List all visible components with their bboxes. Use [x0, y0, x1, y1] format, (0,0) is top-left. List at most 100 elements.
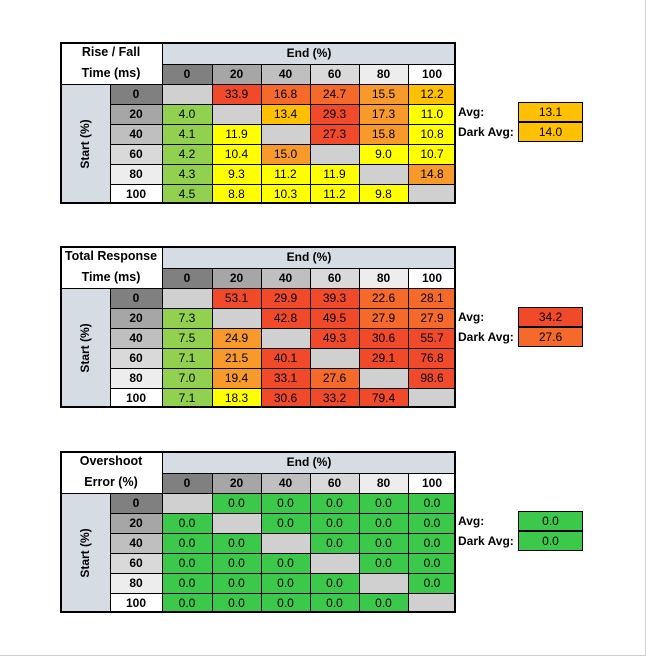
value-cell [310, 368, 359, 388]
value-cell [310, 104, 359, 124]
diagonal-cell [261, 533, 310, 553]
value-cell [408, 493, 456, 513]
value-cell [408, 348, 456, 368]
table-title-line-1: Total Response [65, 249, 157, 263]
cell-value: 7.1 [179, 351, 196, 365]
cell-value: 0.0 [228, 576, 245, 590]
value-cell [359, 288, 408, 308]
row-level-header [110, 164, 162, 184]
dark-avg-label: Dark Avg: [458, 330, 514, 344]
value-cell [359, 328, 408, 348]
row-level-header [110, 573, 162, 593]
value-cell [261, 493, 310, 513]
value-cell [310, 513, 359, 533]
row-group-header-label: Start (%) [78, 323, 92, 372]
cell-value: 29.3 [323, 107, 347, 121]
value-cell [162, 573, 212, 593]
cell-value: 0.0 [277, 496, 294, 510]
value-cell [408, 533, 456, 553]
col-level-label: 20 [230, 67, 244, 81]
col-level-header [408, 64, 456, 84]
table-svg: Overshoot Error (%) End (%) Start (%) 0 20 40 6… [60, 451, 456, 613]
diagonal-cell [310, 553, 359, 573]
row-level-label: 20 [129, 107, 143, 121]
dark-avg-value: 14.0 [539, 125, 563, 139]
cell-value: 49.5 [323, 311, 347, 325]
row-level-label: 20 [129, 311, 143, 325]
cell-value: 0.0 [277, 596, 294, 610]
diagonal-cell [359, 368, 408, 388]
diagonal-cell [408, 593, 456, 613]
row-group-header [60, 493, 110, 613]
value-cell [310, 593, 359, 613]
value-cell [212, 328, 261, 348]
value-cell [310, 288, 359, 308]
value-cell [212, 164, 261, 184]
row-level-label: 40 [129, 331, 143, 345]
value-cell [408, 553, 456, 573]
row-group-header-label: Start (%) [78, 528, 92, 577]
cell-value: 0.0 [228, 596, 245, 610]
value-cell [212, 493, 261, 513]
col-level-header [212, 268, 261, 288]
row-level-label: 0 [133, 87, 140, 101]
col-level-label: 40 [279, 67, 293, 81]
table-title-line-2: Error (%) [84, 475, 137, 489]
value-cell [162, 553, 212, 573]
value-cell [408, 164, 456, 184]
value-cell [310, 573, 359, 593]
value-cell [408, 104, 456, 124]
row-level-header [110, 308, 162, 328]
cell-value: 27.9 [420, 311, 444, 325]
avg-box [518, 102, 583, 122]
cell-value: 10.8 [420, 127, 444, 141]
cell-value: 11.2 [274, 167, 297, 181]
cell-value: 0.0 [424, 516, 441, 530]
cell-value: 4.1 [179, 127, 196, 141]
row-group-header [60, 288, 110, 408]
overshoot-error-table: Overshoot Error (%) End (%) Start (%) 0 20 40 6… [60, 451, 456, 613]
cell-value: 0.0 [424, 496, 441, 510]
row-level-label: 100 [126, 596, 146, 610]
cell-value: 27.6 [323, 371, 347, 385]
value-cell [310, 84, 359, 104]
table-title-cell [60, 42, 162, 84]
cell-value: 0.0 [228, 496, 245, 510]
value-cell [408, 84, 456, 104]
average-summary: Avg: Dark Avg: 13.1 14.0 [458, 102, 584, 147]
cell-value: 40.1 [274, 351, 298, 365]
value-cell [408, 308, 456, 328]
value-cell [212, 144, 261, 164]
col-level-label: 0 [184, 67, 191, 81]
table-svg: Rise / Fall Time (ms) End (%) Start (%) 0 20 4… [60, 42, 456, 204]
value-cell [359, 348, 408, 368]
row-level-header [110, 513, 162, 533]
table-title-cell [60, 451, 162, 493]
cell-value: 15.0 [274, 147, 298, 161]
value-cell [162, 164, 212, 184]
value-cell [162, 533, 212, 553]
value-cell [408, 513, 456, 533]
col-group-header [162, 246, 456, 268]
table-grid [60, 42, 456, 204]
value-cell [359, 533, 408, 553]
cell-value: 19.4 [225, 371, 249, 385]
value-cell [261, 553, 310, 573]
value-cell [261, 348, 310, 368]
col-level-header [310, 473, 359, 493]
value-cell [310, 308, 359, 328]
row-level-label: 60 [129, 147, 143, 161]
cell-value: 0.0 [179, 556, 196, 570]
cell-value: 0.0 [424, 556, 441, 570]
table-grid [60, 451, 456, 613]
row-level-header [110, 348, 162, 368]
value-cell [359, 104, 408, 124]
average-summary-svg: Avg: Dark Avg: 0.0 0.0 [458, 511, 583, 551]
col-level-label: 60 [328, 271, 342, 285]
value-cell [261, 164, 310, 184]
value-cell [261, 104, 310, 124]
cell-value: 13.4 [274, 107, 298, 121]
cell-value: 98.6 [420, 371, 444, 385]
dark-avg-label: Dark Avg: [458, 125, 514, 139]
col-level-label: 100 [422, 67, 442, 81]
